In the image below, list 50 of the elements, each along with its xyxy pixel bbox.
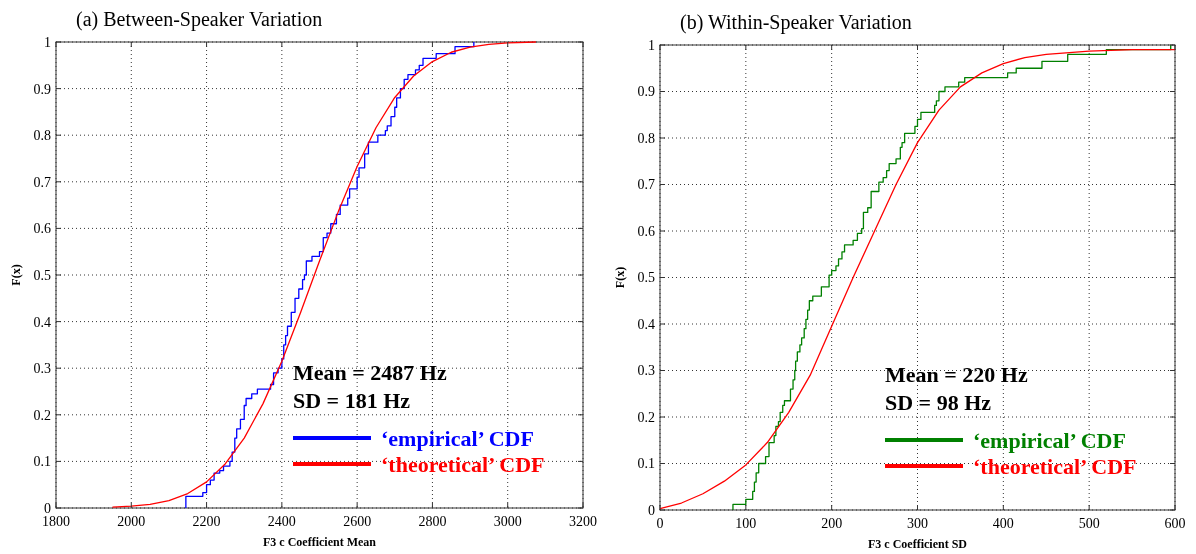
x-tick-label: 2000 bbox=[117, 514, 146, 529]
legend-label: ‘theoretical’ CDF bbox=[973, 453, 1137, 479]
x-tick-label: 500 bbox=[1078, 516, 1100, 531]
y-tick-label: 1 bbox=[648, 37, 655, 53]
y-tick-label: 0.4 bbox=[33, 314, 51, 330]
legend-label: ‘empirical’ CDF bbox=[973, 427, 1126, 453]
x-tick-label: 2800 bbox=[418, 514, 447, 529]
x-tick-label: 600 bbox=[1164, 516, 1186, 531]
x-tick-label: 2600 bbox=[343, 514, 372, 529]
legend-label: ‘theoretical’ CDF bbox=[381, 451, 545, 477]
y-tick-label: 0.4 bbox=[637, 316, 655, 332]
y-axis-title: F(x) bbox=[9, 264, 23, 286]
x-tick-label: 300 bbox=[907, 516, 928, 531]
annotation: SD = 98 Hz bbox=[885, 390, 992, 415]
chart-title: (a) Between-Speaker Variation bbox=[76, 8, 323, 31]
x-tick-label: 1800 bbox=[42, 514, 70, 529]
y-tick-label: 0 bbox=[648, 502, 655, 518]
y-tick-label: 0.6 bbox=[33, 221, 51, 237]
y-tick-label: 1 bbox=[44, 34, 51, 50]
y-tick-label: 0.5 bbox=[637, 270, 655, 286]
chart-title: (b) Within-Speaker Variation bbox=[680, 11, 912, 34]
x-tick-label: 400 bbox=[992, 516, 1014, 531]
y-tick-label: 0.9 bbox=[637, 84, 655, 100]
y-tick-label: 0.1 bbox=[33, 454, 51, 470]
y-tick-label: 0.8 bbox=[33, 128, 51, 144]
y-axis-title: F(x) bbox=[613, 266, 627, 289]
y-tick-label: 0.3 bbox=[637, 363, 655, 379]
x-tick-label: 200 bbox=[821, 516, 843, 531]
x-axis-title: F3 c Coefficient SD bbox=[868, 537, 968, 551]
x-tick-label: 2200 bbox=[192, 514, 221, 529]
y-tick-label: 0.7 bbox=[637, 177, 655, 193]
x-tick-label: 2400 bbox=[267, 514, 296, 529]
annotation: SD = 181 Hz bbox=[293, 388, 411, 413]
annotation: Mean = 2487 Hz bbox=[293, 360, 447, 385]
y-tick-label: 0.2 bbox=[33, 407, 51, 423]
y-tick-label: 0.3 bbox=[33, 361, 51, 377]
y-tick-label: 0 bbox=[44, 500, 51, 516]
legend-label: ‘empirical’ CDF bbox=[381, 425, 534, 451]
y-tick-label: 0.2 bbox=[637, 409, 655, 425]
y-tick-label: 0.9 bbox=[33, 81, 51, 97]
y-tick-label: 0.1 bbox=[637, 456, 655, 472]
x-axis-title: F3 c Coefficient Mean bbox=[263, 535, 377, 549]
annotation: Mean = 220 Hz bbox=[885, 362, 1028, 387]
x-tick-label: 100 bbox=[735, 516, 757, 531]
x-tick-label: 3000 bbox=[493, 514, 522, 529]
y-tick-label: 0.5 bbox=[33, 267, 51, 283]
y-tick-label: 0.6 bbox=[637, 223, 655, 239]
y-tick-label: 0.8 bbox=[637, 130, 655, 146]
y-tick-label: 0.7 bbox=[33, 174, 51, 190]
x-tick-label: 3200 bbox=[569, 514, 597, 529]
